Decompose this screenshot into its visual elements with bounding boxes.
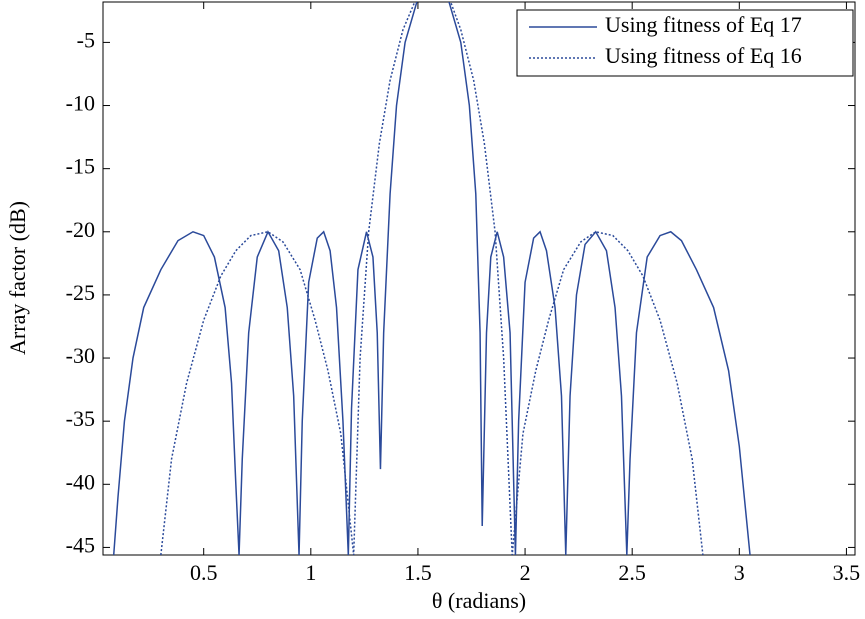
legend-box [516,9,854,77]
plot-area [112,2,751,555]
x-axis-label: θ (radians) [432,588,526,613]
x-tick-label: 3 [734,560,745,585]
y-tick-label: -5 [77,27,95,52]
series-line [112,2,751,555]
y-tick-label: -35 [66,406,95,431]
x-tick-label: 2.5 [618,560,646,585]
legend-label: Using fitness of Eq 17 [605,12,802,37]
x-tick-label: 2 [520,560,531,585]
y-tick-label: -10 [66,91,95,116]
x-tick-label: 3.5 [833,560,861,585]
legend-label: Using fitness of Eq 16 [605,43,802,68]
y-tick-label: -25 [66,280,95,305]
y-tick-label: -30 [66,343,95,368]
y-tick-label: -45 [66,532,95,557]
x-tick-label: 0.5 [190,560,218,585]
series-line [160,2,704,555]
x-tick-label: 1 [305,560,316,585]
y-tick-label: -20 [66,217,95,242]
y-tick-label: -15 [66,154,95,179]
y-tick-label: -40 [66,469,95,494]
y-axis-label: Array factor (dB) [5,201,30,355]
x-tick-label: 1.5 [404,560,432,585]
plot-frame [102,1,856,556]
